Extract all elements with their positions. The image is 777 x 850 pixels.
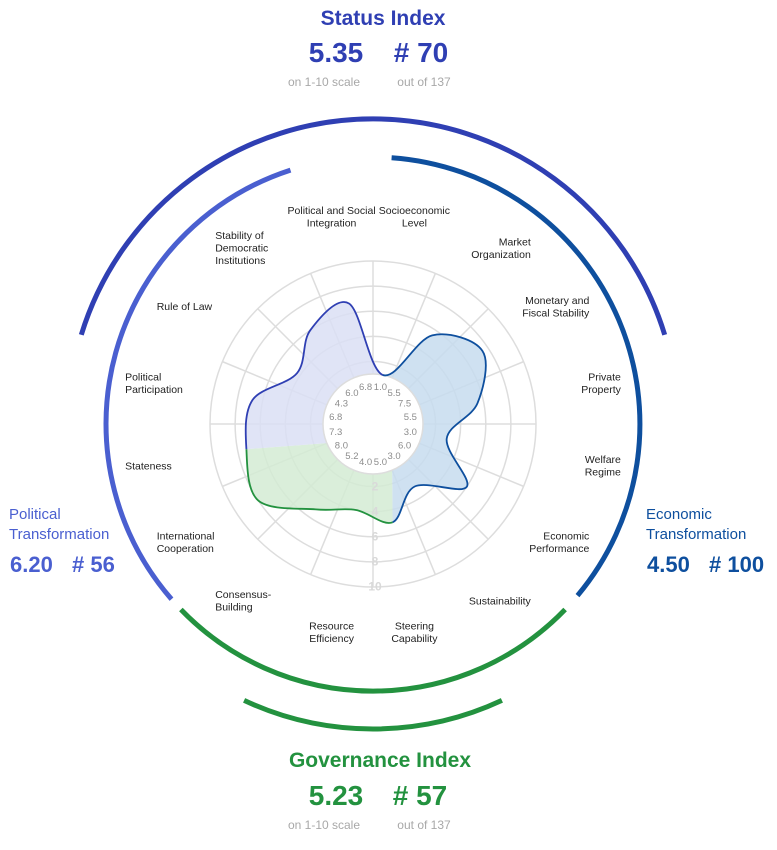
criterion-value: 4.0	[359, 457, 372, 468]
criterion-label: Welfare Regime	[585, 454, 621, 479]
criteria-value-labels: 1.05.57.55.53.06.03.05.04.05.28.07.36.84…	[329, 382, 417, 468]
criteria-labels: Socioeconomic Level Market Organization Mone…	[125, 205, 622, 645]
ring-label: 6	[372, 530, 379, 544]
criterion-value: 3.0	[387, 451, 400, 462]
radar-outline-political	[244, 301, 384, 450]
criterion-value: 3.0	[404, 427, 417, 438]
criterion-value: 6.0	[398, 441, 411, 452]
status-index-score-note: on 1-10 scale	[288, 75, 360, 89]
status-index-rank: # 70	[394, 37, 449, 68]
status-index-rank-note: out of 137	[397, 75, 451, 89]
ring-label: 10	[368, 580, 382, 594]
criterion-value: 7.3	[329, 427, 342, 438]
status-index-title: Status Index	[321, 7, 446, 30]
radar-fill-political	[245, 302, 383, 450]
criterion-label: Market Organization	[471, 237, 531, 262]
governance-index-arc	[243, 698, 503, 732]
criterion-value: 6.0	[345, 388, 358, 399]
criterion-label: Consensus-Building	[215, 589, 272, 614]
index-arcs	[78, 116, 668, 732]
political-transformation-title-line1: Political	[9, 506, 61, 523]
criterion-value: 6.8	[359, 382, 372, 393]
criterion-value: 6.8	[329, 412, 342, 423]
criterion-value: 5.0	[374, 457, 387, 468]
criterion-label: Resource Efficiency	[309, 621, 355, 646]
criterion-label: Political Participation	[125, 371, 183, 396]
ring-label: 8	[372, 555, 379, 569]
governance-index-title: Governance Index	[289, 749, 471, 772]
economic-transformation-score: 4.50	[647, 552, 690, 577]
economic-transformation-rank: # 100	[709, 552, 764, 577]
grid-spoke	[391, 273, 437, 379]
governance-arc	[179, 607, 567, 694]
criterion-label: Steering Capability	[391, 621, 438, 646]
criterion-label: Private Property	[581, 371, 621, 396]
radar-fill-economic	[373, 334, 486, 523]
governance-index-rank-note: out of 137	[397, 818, 451, 832]
political-transformation-rank: # 56	[72, 552, 115, 577]
ring-label: 4	[372, 504, 379, 518]
criterion-label: Rule of Law	[157, 301, 213, 313]
economic-transformation-title-line1: Economic	[646, 506, 712, 523]
criterion-label: Monetary and Fiscal Stability	[522, 295, 590, 320]
criterion-label: Socioeconomic Level	[379, 205, 450, 230]
radar-fills	[245, 302, 486, 523]
criterion-label: International Cooperation	[157, 531, 215, 556]
criterion-value: 5.5	[387, 388, 400, 399]
radar-fill-governance	[246, 443, 393, 523]
criterion-value: 7.5	[398, 398, 411, 409]
criterion-label: Sustainability	[469, 595, 532, 607]
governance-index-rank: # 57	[393, 780, 448, 811]
political-transformation-arc	[103, 167, 292, 601]
ring-label: 2	[372, 479, 379, 493]
criterion-value: 5.5	[404, 412, 417, 423]
status-index-score: 5.35	[309, 37, 364, 68]
criterion-label: Economic Performance	[529, 531, 589, 556]
political-transformation-score: 6.20	[10, 552, 53, 577]
governance-index-score-note: on 1-10 scale	[288, 818, 360, 832]
economic-transformation-arc	[391, 155, 643, 598]
criterion-label: Stability of Democratic Institutions	[215, 230, 268, 267]
criterion-label: Political and Social Integration	[288, 205, 376, 230]
political-transformation-title-line2: Transformation	[9, 526, 109, 543]
economic-transformation-title-line2: Transformation	[646, 526, 746, 543]
status-index-arc	[78, 116, 668, 336]
criterion-value: 4.3	[335, 398, 348, 409]
ring-scale-labels: 2 4 6 8 10	[368, 479, 382, 593]
radar-center	[322, 373, 424, 475]
criterion-value: 8.0	[335, 441, 348, 452]
criterion-label: Stateness	[125, 460, 172, 472]
radar-outline-governance	[245, 449, 393, 524]
governance-index-score: 5.23	[309, 780, 364, 811]
criterion-value: 1.0	[374, 382, 387, 393]
criterion-value: 5.2	[345, 451, 358, 462]
radar-outline-economic	[382, 333, 487, 524]
